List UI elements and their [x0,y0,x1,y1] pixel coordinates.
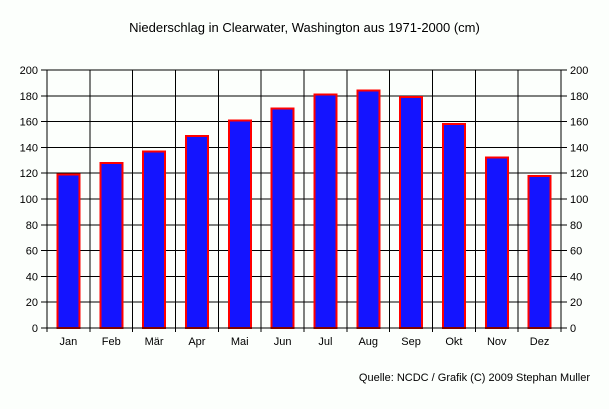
left-axis-tick-label: 140 [20,142,38,154]
month-label: Aug [358,336,378,348]
month-label: Sep [401,336,421,348]
right-axis-tick-label: 120 [570,168,588,180]
right-axis-tick-label: 0 [570,323,576,335]
right-axis-tick-label: 80 [570,220,582,232]
bar-nov [484,156,509,329]
left-axis-tick-label: 80 [26,220,38,232]
month-label: Okt [445,336,462,348]
right-axis-tick-label: 140 [570,142,588,154]
right-axis-tick-label: 40 [570,271,582,283]
month-label: Jun [274,336,292,348]
chart-title: Niederschlag in Clearwater, Washington a… [129,20,480,35]
bar-jul [313,93,338,330]
right-axis-tick-label: 60 [570,246,582,258]
left-axis-tick-label: 160 [20,117,38,129]
bar-dez [527,174,552,329]
source-credit: Quelle: NCDC / Grafik (C) 2009 Stephan M… [358,372,590,384]
left-axis-tick-label: 200 [20,65,38,77]
left-axis-tick-label: 120 [20,168,38,180]
month-label: Apr [188,336,205,348]
month-label: Mai [231,336,249,348]
bar-apr [184,134,209,329]
right-axis-tick-label: 20 [570,297,582,309]
month-label: Mär [145,336,164,348]
left-axis-tick-label: 100 [20,194,38,206]
left-axis-tick-label: 180 [20,91,38,103]
right-axis-tick-label: 100 [570,194,588,206]
month-label: Jul [318,336,332,348]
bar-jun [270,107,295,329]
month-label: Dez [530,336,550,348]
left-axis-tick-label: 60 [26,246,38,258]
right-axis-tick-label: 180 [570,91,588,103]
bar-mai [227,119,252,329]
bar-okt [441,123,466,330]
left-axis-tick-label: 0 [32,323,38,335]
month-label: Feb [102,336,121,348]
left-axis-tick-label: 20 [26,297,38,309]
bar-jan [56,173,81,329]
month-label: Nov [487,336,507,348]
left-axis-tick-label: 40 [26,271,38,283]
bar-aug [356,89,381,329]
bar-mär [142,150,167,329]
bar-sep [399,96,424,329]
bar-feb [99,161,124,329]
right-axis-tick-label: 160 [570,117,588,129]
right-axis-tick-label: 200 [570,65,588,77]
month-label: Jan [60,336,78,348]
